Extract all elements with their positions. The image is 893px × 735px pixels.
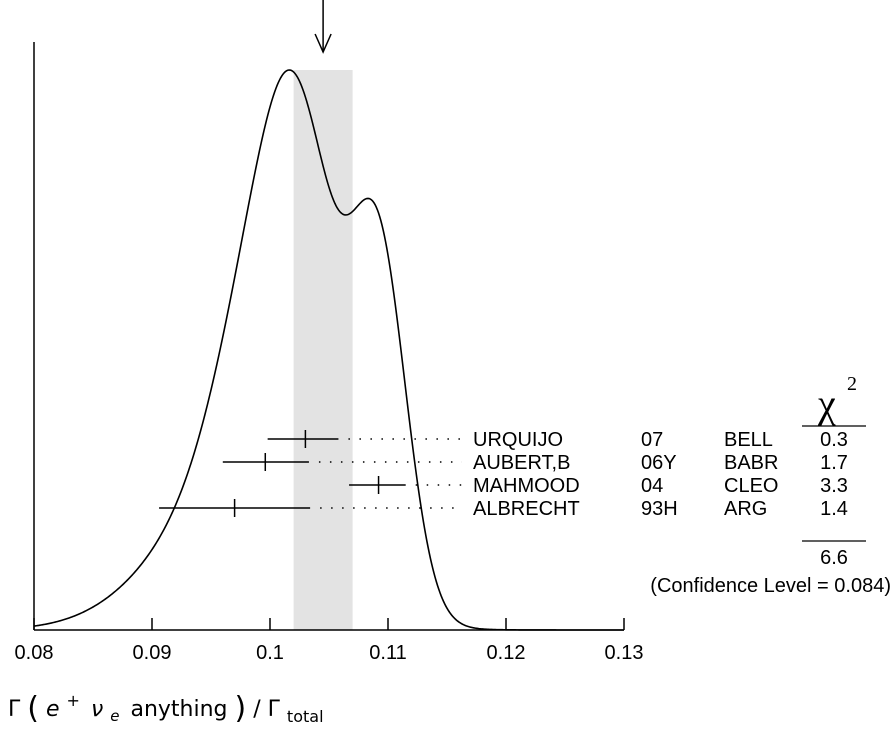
x-label-close-paren: ) (235, 691, 247, 726)
x-tick-label: 0.13 (605, 642, 644, 664)
average-arrow (314, 0, 332, 54)
measurement-experiment: BABR (724, 452, 778, 474)
measurement-chi2: 1.7 (820, 452, 848, 474)
measurement-author: URQUIJO (473, 429, 563, 451)
measurement-year: 93H (641, 498, 678, 520)
measurement-row: URQUIJO 07 BELL 0.3 (267, 429, 848, 451)
measurement-row: MAHMOOD 04 CLEO 3.3 (349, 475, 848, 497)
measurement-chi2: 0.3 (820, 429, 848, 451)
x-label-slash: / (253, 697, 261, 722)
measurement-experiment: CLEO (724, 475, 778, 497)
measurement-year: 04 (641, 475, 663, 497)
x-label-denominator-sub: total (287, 707, 324, 726)
chi2-header-symbol: χ (817, 381, 836, 426)
measurement-chi2: 3.3 (820, 475, 848, 497)
x-label-denominator: Γ (268, 697, 281, 722)
average-arrow-head (314, 33, 332, 54)
measurement-chi2: 1.4 (820, 498, 848, 520)
x-label-particle2-sub: e (110, 707, 119, 725)
error-band (293, 70, 353, 630)
chi2-header-exponent: 2 (847, 373, 857, 395)
measurement-year: 06Y (641, 452, 677, 474)
measurement-experiment: BELL (724, 429, 773, 451)
x-label-particle1-sup: + (67, 691, 80, 710)
x-axis-ticks: 0.08 0.09 0.1 0.11 0.12 0.13 (15, 618, 644, 664)
x-label-rest: anything (130, 697, 227, 722)
measurement-author: ALBRECHT (473, 498, 580, 520)
x-label-particle1: e (46, 697, 60, 722)
x-tick-label: 0.09 (133, 642, 172, 664)
measurement-author: AUBERT,B (473, 452, 570, 474)
x-tick-label: 0.12 (487, 642, 526, 664)
x-label-particle2: ν (91, 697, 103, 722)
x-tick-label: 0.11 (369, 642, 406, 664)
measurement-year: 07 (641, 429, 663, 451)
confidence-level: (Confidence Level = 0.084) (650, 575, 891, 597)
x-axis-label: Γ ( e + ν e anything ) / Γ total (8, 687, 324, 727)
x-tick-label: 0.08 (15, 642, 54, 664)
measurement-author: MAHMOOD (473, 475, 580, 497)
measurement-row: ALBRECHT 93H ARG 1.4 (159, 498, 848, 520)
x-label-prefix: Γ (8, 697, 21, 722)
x-label-open-paren: ( (27, 691, 39, 726)
measurement-row: AUBERT,B 06Y BABR 1.7 (222, 452, 848, 474)
chi2-total: 6.6 (820, 547, 848, 569)
x-tick-label: 0.1 (256, 642, 284, 664)
measurement-experiment: ARG (724, 498, 767, 520)
